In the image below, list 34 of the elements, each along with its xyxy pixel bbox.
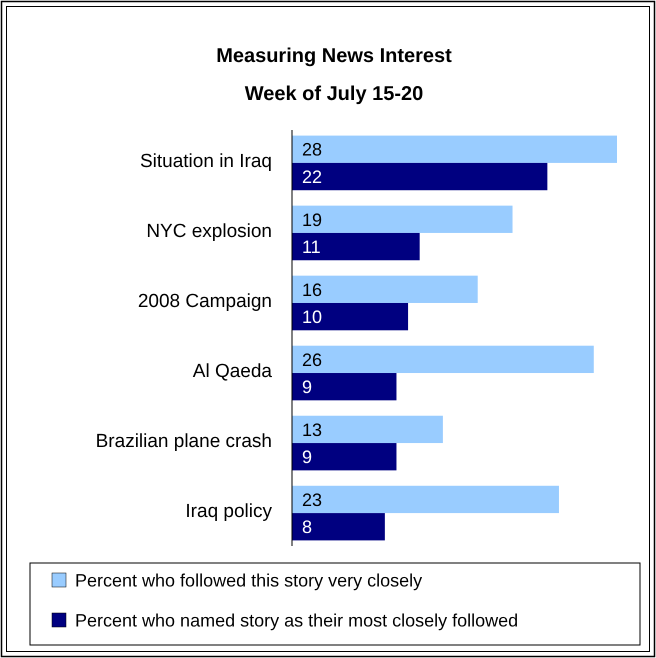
y-tick-label: NYC explosion xyxy=(146,220,272,242)
bar xyxy=(292,443,396,470)
bar xyxy=(292,136,617,163)
y-tick-label: Brazilian plane crash xyxy=(96,430,272,452)
y-tick-label: Iraq policy xyxy=(185,500,272,522)
data-label: 28 xyxy=(302,140,322,160)
chart-title: Measuring News Interest xyxy=(216,45,452,67)
legend-label: Percent who followed this story very closely xyxy=(75,570,422,590)
legend-label: Percent who named story as their most closely followed xyxy=(75,610,518,630)
y-tick-label: 2008 Campaign xyxy=(138,290,272,312)
data-label: 8 xyxy=(302,517,312,538)
bar xyxy=(292,232,420,260)
bar xyxy=(292,486,559,514)
bar xyxy=(292,206,513,233)
bar xyxy=(292,373,396,400)
data-label: 19 xyxy=(302,210,322,230)
y-tick-label: Al Qaeda xyxy=(192,360,272,382)
bar xyxy=(292,302,408,330)
data-label: 11 xyxy=(302,237,321,258)
data-label: 23 xyxy=(302,490,322,510)
bar xyxy=(292,162,548,190)
chart-subtitle: Week of July 15-20 xyxy=(244,83,424,105)
data-label: 26 xyxy=(302,350,322,370)
data-label: 9 xyxy=(302,377,312,398)
data-label: 22 xyxy=(302,167,322,188)
data-label: 16 xyxy=(302,280,322,300)
data-label: 10 xyxy=(302,307,322,328)
data-label: 9 xyxy=(302,447,312,468)
bar xyxy=(292,513,385,540)
bar xyxy=(292,276,478,303)
bar xyxy=(292,346,594,374)
y-tick-label: Situation in Iraq xyxy=(140,150,272,172)
bar xyxy=(292,416,443,444)
data-label: 13 xyxy=(302,420,322,440)
